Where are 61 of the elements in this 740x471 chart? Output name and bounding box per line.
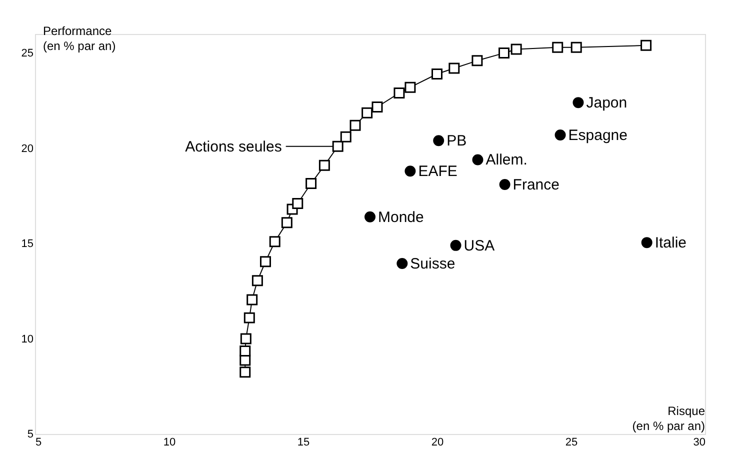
point [432, 68, 442, 80]
point [246, 294, 258, 306]
x-tick-label: 5 [36, 436, 42, 448]
point [350, 120, 361, 131]
x-axis-title: Risque (en % par an) [632, 404, 706, 433]
point [362, 107, 373, 118]
y-tick-label: 15 [21, 238, 34, 250]
series-label: PB [446, 132, 467, 150]
point [404, 82, 416, 93]
point [641, 237, 652, 248]
point [260, 256, 271, 268]
point [240, 366, 251, 378]
y-tick-label: 5 [27, 428, 34, 440]
y-tick-label: 10 [21, 333, 34, 346]
point [281, 217, 292, 228]
point [372, 101, 383, 112]
point [252, 275, 263, 286]
series-label: Italie [654, 234, 687, 252]
annotation: Actions seules [185, 138, 282, 156]
point [472, 55, 483, 66]
x-tick-label: 30 [693, 436, 706, 448]
point [510, 44, 522, 55]
point [499, 178, 510, 190]
point [332, 140, 344, 152]
point [240, 345, 251, 356]
point [554, 129, 566, 140]
point [450, 240, 462, 251]
point [572, 97, 584, 108]
point [240, 333, 252, 344]
point [394, 88, 405, 99]
point [498, 48, 510, 59]
x-tick-label: 20 [431, 436, 444, 448]
point [292, 198, 304, 210]
point [433, 135, 444, 146]
series-label: Monde [378, 208, 424, 226]
series-label: Allem. [486, 152, 528, 169]
x-tick-label: 25 [565, 436, 578, 448]
point [306, 178, 317, 190]
point [404, 166, 416, 177]
point [269, 236, 280, 248]
series-label: Suisse [410, 256, 456, 273]
point [640, 40, 652, 51]
x-tick-label: 15 [297, 436, 310, 448]
point [472, 154, 484, 166]
point [396, 258, 408, 270]
point [340, 131, 352, 142]
x-tick-label: 10 [163, 436, 176, 448]
y-axis-title: Performance (en % par an) [43, 24, 116, 53]
point [570, 42, 582, 53]
series-label: France [512, 176, 560, 194]
y-tick-label: 20 [21, 142, 34, 155]
series-label: USA [464, 237, 495, 254]
point [552, 42, 564, 53]
point [244, 312, 255, 324]
point [448, 62, 460, 74]
y-tick-label: 25 [21, 48, 34, 60]
series-label: Japon [586, 94, 628, 112]
point [364, 211, 376, 222]
point [318, 160, 330, 171]
series-label: Espagne [568, 126, 628, 144]
series-label: EAFE [418, 163, 458, 180]
